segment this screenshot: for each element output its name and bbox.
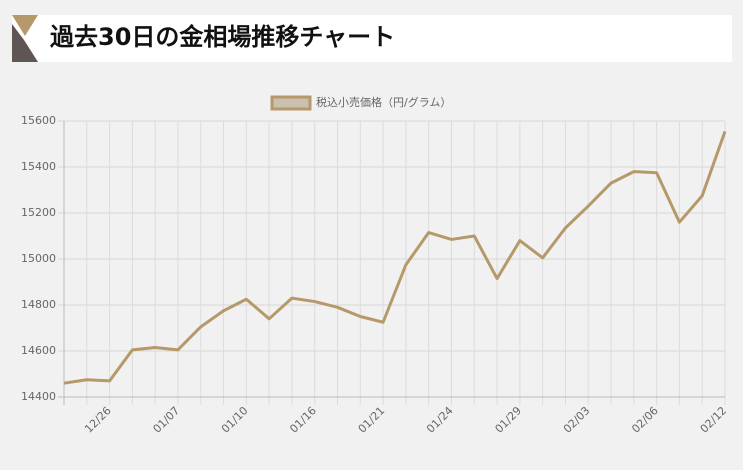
line — [63, 130, 727, 385]
title-icon — [12, 15, 38, 36]
legend-label: 税込小売価格（円/グラム） — [316, 95, 451, 109]
y-tick-label: 14400 — [21, 390, 56, 403]
y-tick-label: 15200 — [21, 206, 56, 219]
y-tick-label: 15400 — [21, 160, 56, 173]
y-tick-label: 14800 — [21, 298, 56, 311]
title-icon — [12, 24, 38, 62]
y-tick-label: 15600 — [21, 114, 56, 127]
y-tick-label: 14600 — [21, 344, 56, 357]
title-bar — [12, 15, 732, 62]
y-tick-label: 15000 — [21, 252, 56, 265]
chart-title: 過去30日の金相場推移チャート — [50, 23, 395, 51]
legend-swatch — [270, 95, 312, 111]
